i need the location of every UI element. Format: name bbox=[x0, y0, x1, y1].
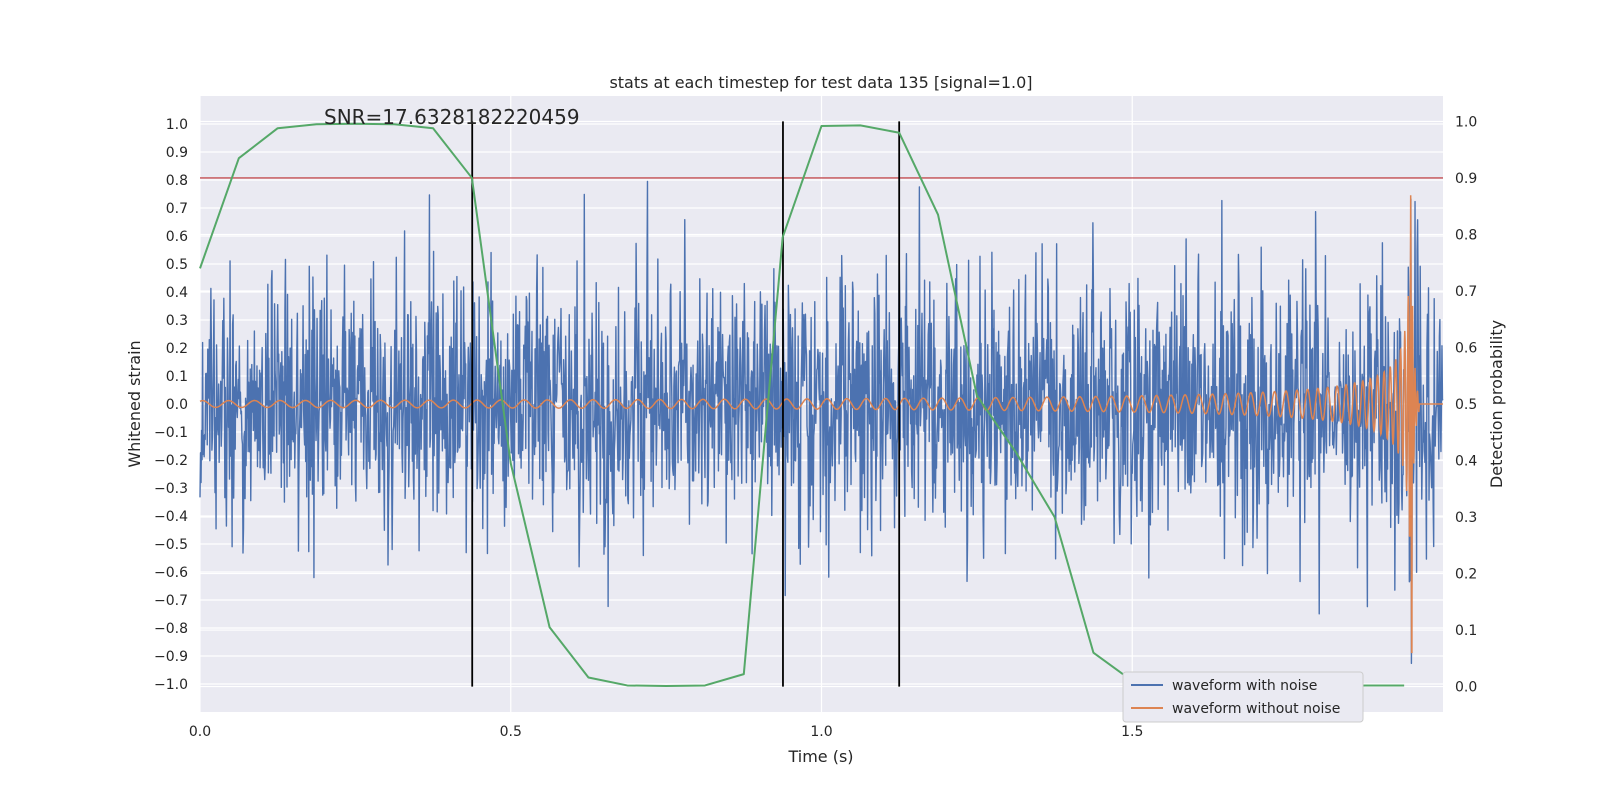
y2-tick-label: 0.3 bbox=[1455, 510, 1477, 526]
y-tick-label: −0.2 bbox=[154, 453, 188, 469]
series-waveform-with-noise bbox=[199, 180, 1444, 665]
y-tick-label: −0.4 bbox=[154, 509, 188, 525]
y-tick-label: 0.8 bbox=[166, 173, 188, 189]
series-layer bbox=[199, 180, 1444, 665]
y-tick-label: −0.7 bbox=[154, 593, 188, 609]
y2-tick-label: 0.9 bbox=[1455, 171, 1477, 187]
y-tick-label: 0.9 bbox=[166, 145, 188, 161]
y-tick-label: 0.6 bbox=[166, 229, 188, 245]
y-tick-label: 0.2 bbox=[166, 341, 188, 357]
y-tick-label: −0.6 bbox=[154, 565, 188, 581]
y2-tick-label: 0.4 bbox=[1455, 454, 1477, 470]
y2-tick-label: 0.5 bbox=[1455, 397, 1477, 413]
y-tick-label: 1.0 bbox=[166, 117, 188, 133]
y2-tick-label: 0.1 bbox=[1455, 623, 1477, 639]
y-tick-label: −0.3 bbox=[154, 481, 188, 497]
y-tick-label: −0.9 bbox=[154, 649, 188, 665]
x-tick-label: 1.0 bbox=[810, 724, 832, 740]
x-tick-label: 1.5 bbox=[1121, 724, 1143, 740]
legend-label-clean: waveform without noise bbox=[1172, 701, 1340, 717]
y-tick-label: 0.4 bbox=[166, 285, 188, 301]
y-tick-label: −0.5 bbox=[154, 537, 188, 553]
y-tick-label: 0.5 bbox=[166, 257, 188, 273]
y2-tick-label: 0.6 bbox=[1455, 340, 1477, 356]
x-tick-label: 0.0 bbox=[189, 724, 211, 740]
y-axis-label: Whitened strain bbox=[125, 340, 144, 467]
y-tick-label: 0.7 bbox=[166, 201, 188, 217]
y2-axis-label: Detection probability bbox=[1487, 320, 1506, 488]
y2-tick-label: 0.7 bbox=[1455, 284, 1477, 300]
y-tick-label: 0.3 bbox=[166, 313, 188, 329]
x-axis-label: Time (s) bbox=[787, 747, 853, 766]
y-tick-label: −0.8 bbox=[154, 621, 188, 637]
snr-annotation: SNR=17.6328182220459 bbox=[324, 105, 580, 129]
y-tick-label: 0.0 bbox=[166, 397, 188, 413]
y2-tick-label: 0.2 bbox=[1455, 567, 1477, 583]
tick-labels: 1.0 0.9 0.8 0.7 0.6 0.5 0.4 0.3 0.2 0.1 0.0 −0.1 −0.… bbox=[154, 114, 1477, 740]
x-tick-label: 0.5 bbox=[500, 724, 522, 740]
series-waveform-without-noise bbox=[199, 195, 1443, 654]
y-tick-label: 0.1 bbox=[166, 369, 188, 385]
y-tick-label: −1.0 bbox=[154, 677, 188, 693]
y-tick-label: −0.1 bbox=[154, 425, 188, 441]
chart-title: stats at each timestep for test data 135… bbox=[609, 73, 1032, 92]
legend-box bbox=[1122, 671, 1364, 723]
y2-tick-label: 0.0 bbox=[1455, 680, 1477, 696]
legend-label-noise: waveform with noise bbox=[1172, 678, 1317, 694]
y2-tick-label: 0.8 bbox=[1455, 227, 1477, 243]
legend: waveform with noise waveform without noi… bbox=[1122, 671, 1364, 723]
y2-tick-label: 1.0 bbox=[1455, 114, 1477, 130]
